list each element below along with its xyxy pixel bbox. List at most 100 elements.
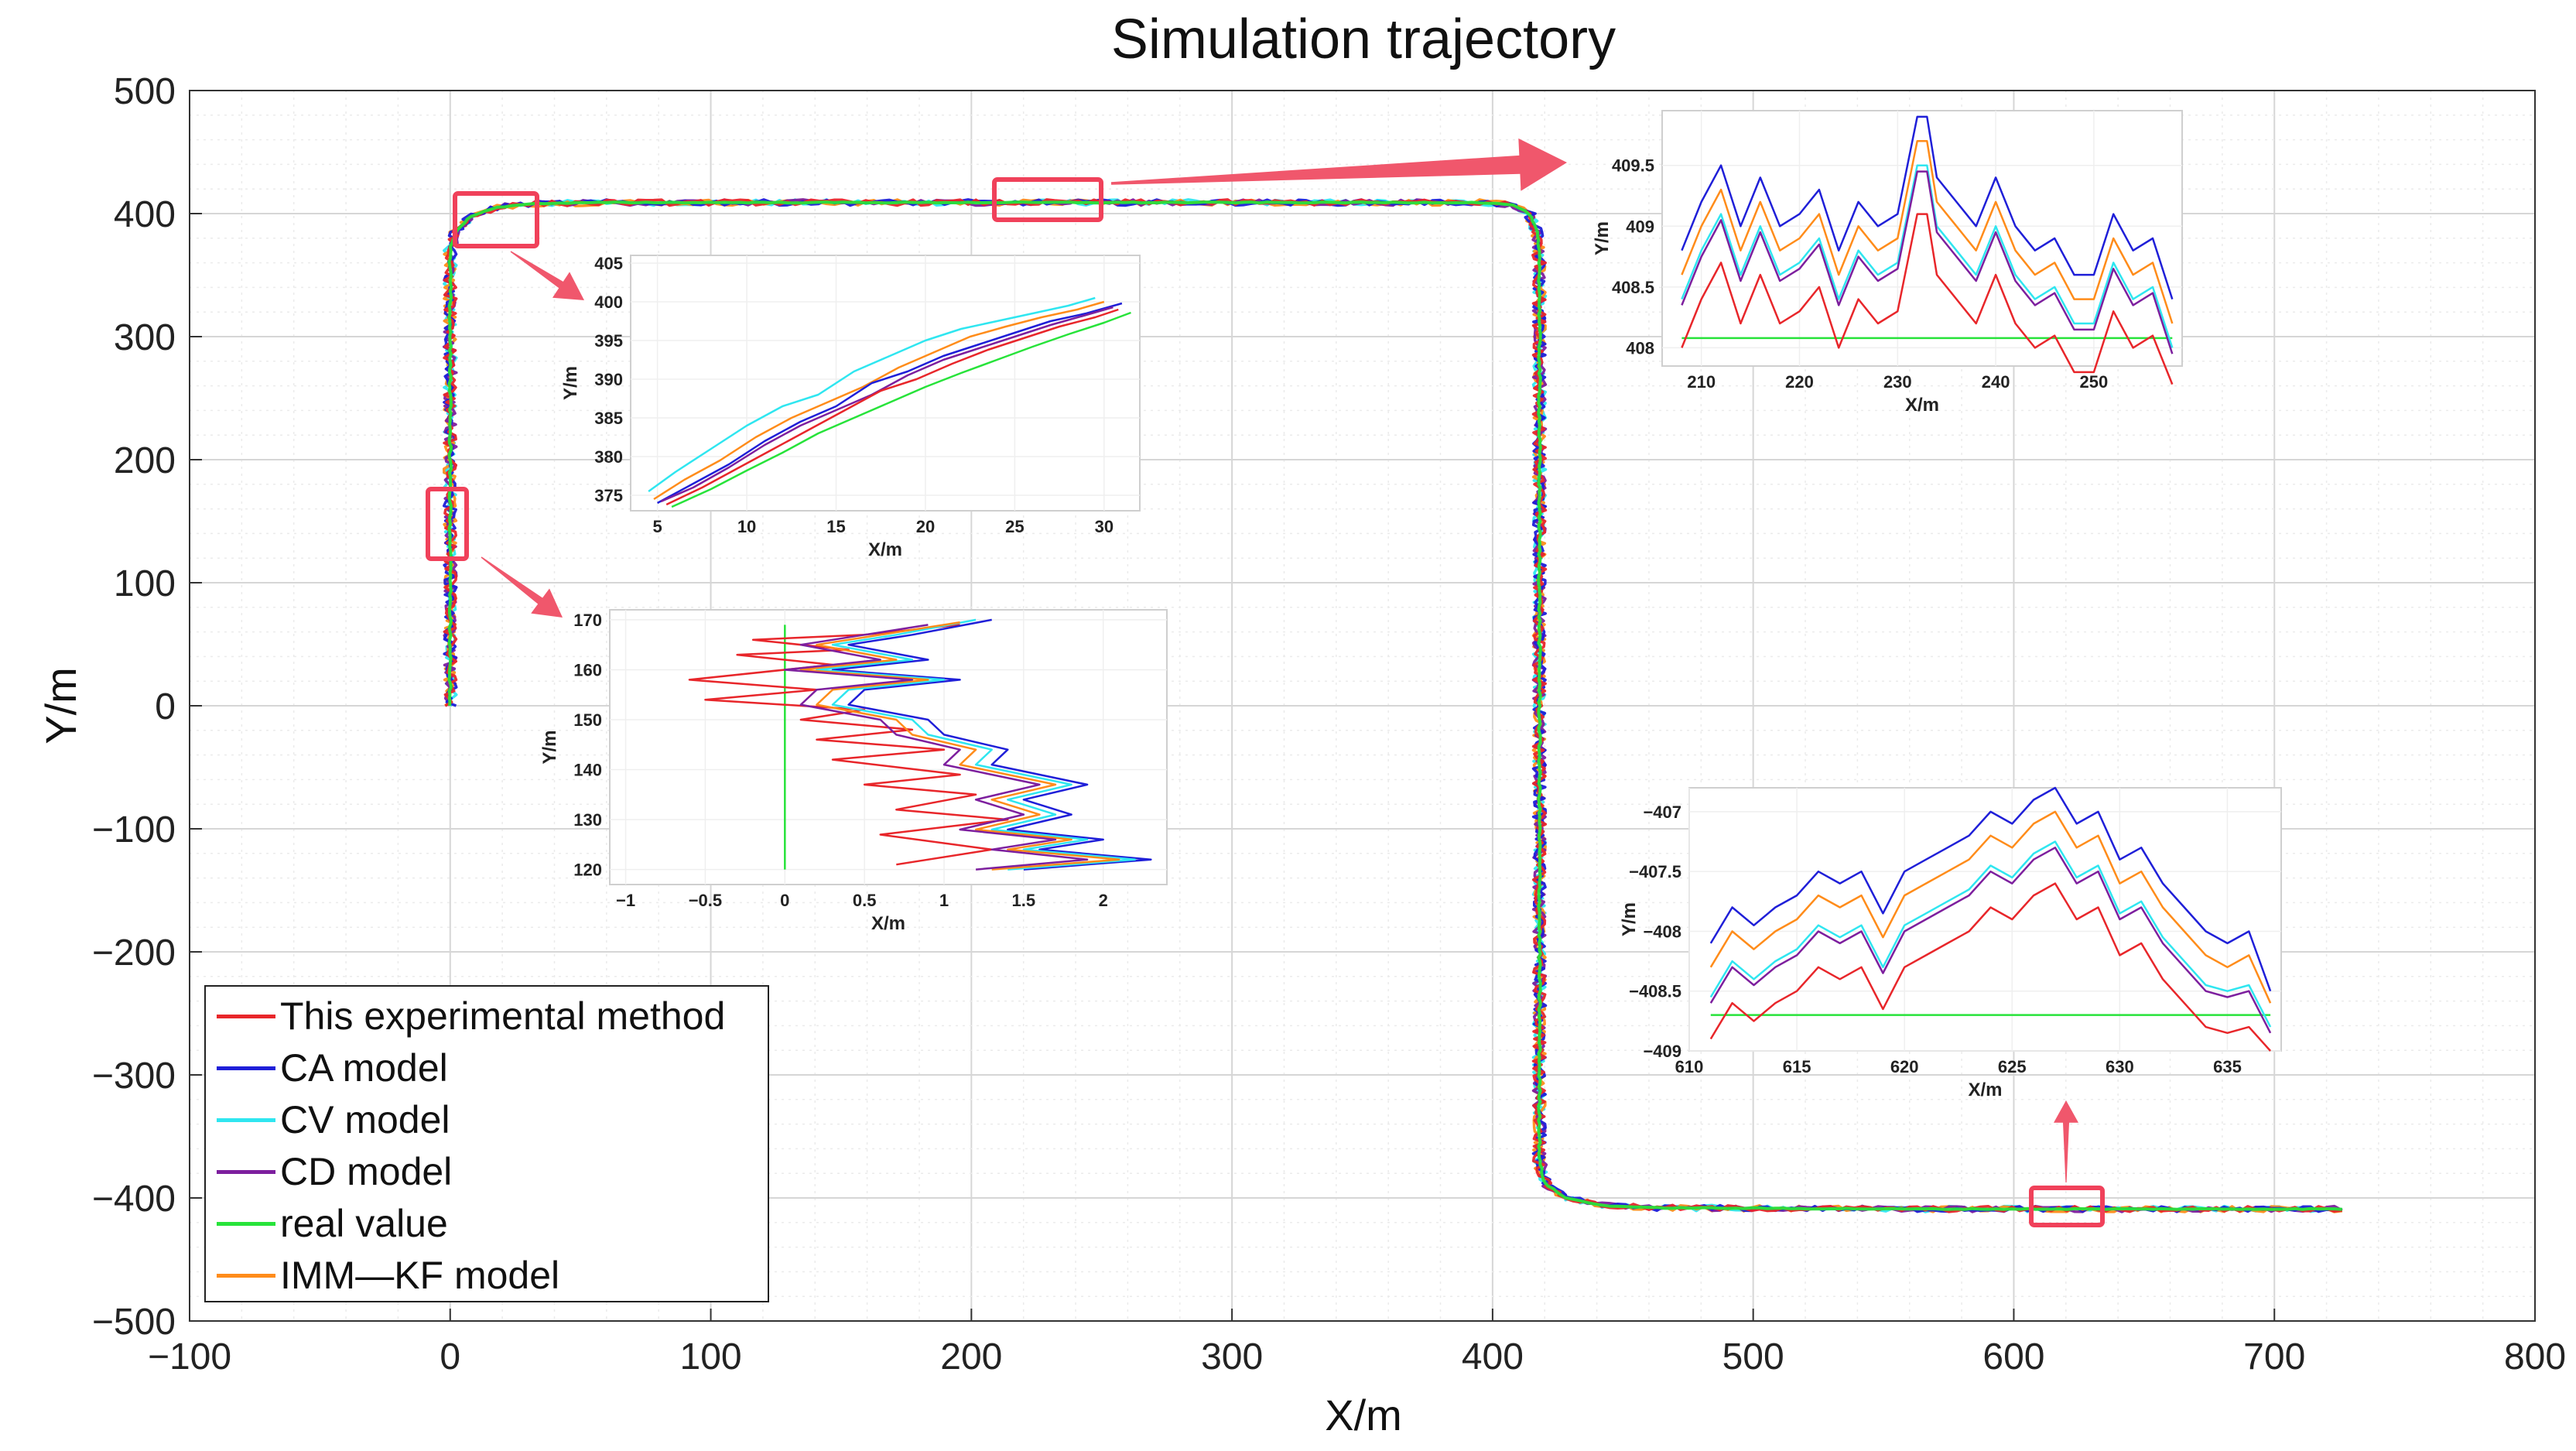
inset-bottom-segment: 610 615 620 625 630 635 −407 −407.5 −408 −408.5 −4… [1619, 786, 2282, 1100]
inset-y-tick-label: −409 [1643, 1042, 1681, 1061]
y-tick-label: −100 [92, 809, 176, 850]
inset-line-cd-model [784, 624, 1089, 871]
x-tick-label: 300 [1201, 1336, 1263, 1377]
main-axis-ticks: −100 0 100 200 300 400 500 600 700 800−500−400−30… [92, 71, 2566, 1377]
inset-y-tick-label: 130 [573, 810, 602, 830]
legend-swatch [217, 1273, 275, 1278]
zoom-highlight-box [992, 177, 1103, 222]
y-tick-label: 300 [114, 317, 176, 358]
inset-x-axis-label: X/m [868, 539, 902, 560]
inset-y-tick-label: 385 [594, 409, 623, 428]
inset-line-cd-model [1681, 170, 2174, 354]
inset-y-tick-label: 170 [573, 611, 602, 630]
legend-label: CV model [280, 1098, 450, 1141]
inset-y-tick-label: 140 [573, 761, 602, 780]
y-tick-label: 500 [114, 71, 176, 112]
zoom-highlight-box [426, 487, 469, 561]
legend-item-ca: CA model [217, 1042, 448, 1094]
inset-x-tick-label: 5 [653, 517, 662, 536]
inset-y-tick-label: 380 [594, 447, 623, 467]
x-tick-label: 0 [440, 1336, 460, 1377]
trajectory-ca-model [442, 198, 2342, 1213]
inset-line-this-experimental-method [1681, 213, 2174, 385]
inset-line-cv-model [1709, 840, 2272, 1028]
inset-x-tick-label: −1 [616, 891, 635, 910]
inset-x-axis-label: X/m [1968, 1080, 2002, 1100]
y-tick-label: −500 [92, 1302, 176, 1343]
inset-y-tick-label: 150 [573, 710, 602, 730]
legend-label: CA model [280, 1046, 448, 1090]
inset-panels: 5 10 15 20 25 30375380385390395400405X/mY/m−1… [539, 110, 2282, 1100]
inset-line-imm-kf-model [653, 300, 1105, 501]
inset-x-axis-label: X/m [871, 913, 905, 934]
inset-y-tick-label: 390 [594, 370, 623, 389]
x-tick-label: −100 [148, 1336, 231, 1377]
inset-x-tick-label: 1 [939, 891, 949, 910]
inset-line-ca-model [831, 618, 1152, 871]
inset-x-tick-label: 615 [1783, 1057, 1811, 1076]
inset-x-tick-label: 2 [1099, 891, 1108, 910]
inset-line-imm-kf-model [799, 621, 1120, 871]
inset-x-tick-label: 230 [1883, 372, 1912, 392]
inset-x-tick-label: 30 [1095, 517, 1114, 536]
zoom-highlight-box [453, 191, 539, 248]
y-tick-label: −200 [92, 933, 176, 974]
x-tick-label: 800 [2504, 1336, 2566, 1377]
inset-x-tick-label: 15 [826, 517, 845, 536]
callout-arrow [2054, 1100, 2078, 1182]
trajectory-real-value [447, 200, 2342, 1211]
inset-left-vertical: −1 −0.5 0 0.5 1 1.5 2 120 130 140 150 160 170 X/m Y/m [539, 609, 1168, 934]
inset-line-cv-model [816, 618, 1137, 871]
inset-y-tick-label: −408 [1643, 922, 1681, 941]
inset-line-real-value [671, 311, 1131, 508]
y-tick-label: −400 [92, 1179, 176, 1220]
callout-arrow [510, 251, 584, 300]
inset-x-tick-label: 0 [780, 891, 789, 910]
legend-label: CD model [280, 1150, 453, 1193]
inset-line-cd-model [1709, 847, 2272, 1034]
inset-x-tick-label: 10 [737, 517, 756, 536]
inset-x-axis-label: X/m [1905, 395, 1939, 416]
legend-item-experimental: This experimental method [217, 990, 725, 1042]
legend-swatch [217, 1221, 275, 1226]
legend-swatch [217, 1066, 275, 1070]
inset-frame [1661, 110, 2183, 367]
inset-x-tick-label: 1.5 [1012, 891, 1036, 910]
inset-line-cv-model [648, 296, 1096, 493]
inset-y-tick-label: 395 [594, 331, 623, 351]
legend-swatch [217, 1014, 275, 1018]
inset-line-ca-model [1709, 786, 2272, 992]
inset-line-cv-model [1681, 164, 2174, 348]
y-tick-label: −300 [92, 1056, 176, 1097]
inset-y-tick-label: −407 [1643, 802, 1681, 822]
inset-y-tick-label: 400 [594, 293, 623, 312]
inset-y-tick-label: 120 [573, 861, 602, 880]
inset-x-tick-label: 250 [2080, 372, 2109, 392]
callout-arrow [481, 556, 563, 618]
inset-y-tick-label: 408.5 [1612, 278, 1654, 297]
zoom-highlight-box [2029, 1186, 2105, 1227]
inset-top-segment: 210 220 230 240 250 408 408.5 409 409.5 X/m Y/m [1592, 110, 2183, 416]
inset-x-tick-label: 620 [1890, 1057, 1919, 1076]
x-tick-label: 500 [1722, 1336, 1784, 1377]
inset-y-axis-label: Y/m [1592, 221, 1613, 255]
x-tick-label: 200 [940, 1336, 1002, 1377]
inset-y-tick-label: −407.5 [1629, 862, 1681, 881]
inset-y-axis-label: Y/m [560, 366, 581, 400]
legend-label: real value [280, 1202, 448, 1245]
callout-arrow [1110, 138, 1567, 191]
x-axis-label: X/m [1325, 1391, 1402, 1439]
x-tick-label: 400 [1462, 1336, 1524, 1377]
zoom-callouts [426, 138, 2105, 1227]
inset-y-tick-label: 375 [594, 486, 623, 505]
inset-line-imm-kf-model [1681, 140, 2174, 324]
inset-y-tick-label: 408 [1626, 338, 1654, 358]
inset-x-tick-label: −0.5 [689, 891, 722, 910]
inset-x-tick-label: 240 [1982, 372, 2010, 392]
y-tick-label: 0 [155, 686, 176, 727]
inset-y-axis-label: Y/m [1619, 902, 1640, 936]
inset-frame [1688, 787, 2282, 1052]
inset-x-tick-label: 610 [1675, 1057, 1704, 1076]
inset-line-ca-model [657, 302, 1123, 505]
main-series [442, 198, 2343, 1213]
